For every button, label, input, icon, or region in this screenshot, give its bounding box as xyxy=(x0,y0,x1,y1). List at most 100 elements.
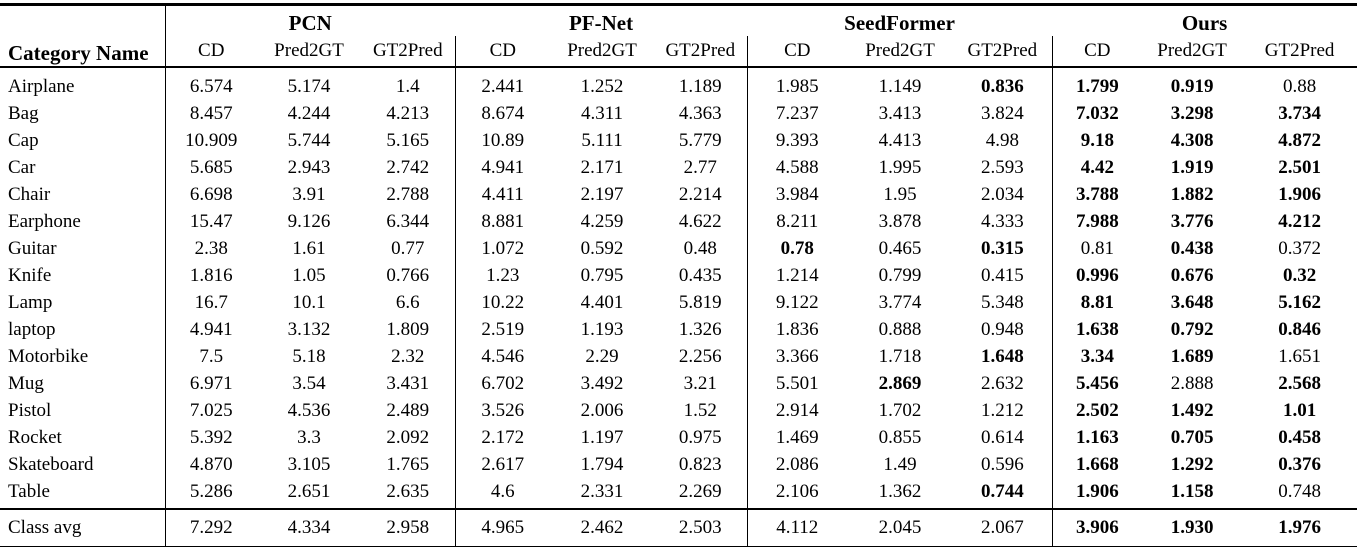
value-cell: 4.363 xyxy=(654,100,748,127)
subheader-cd: CD xyxy=(1052,36,1143,68)
results-table: Category Name PCN PF-Net SeedFormer Ours… xyxy=(0,3,1357,547)
value-cell: 0.795 xyxy=(580,265,624,286)
value-cell: 2.943 xyxy=(287,157,331,178)
value-cell: 2.593 xyxy=(953,154,1053,181)
value-cell: 3.21 xyxy=(654,370,748,397)
value-cell: 3.648 xyxy=(1170,292,1214,313)
value-cell: 2.197 xyxy=(580,184,624,205)
value-cell: 5.392 xyxy=(189,427,233,448)
value-cell: 2.742 xyxy=(361,154,456,181)
value-cell: 2.441 xyxy=(481,76,525,97)
value-cell: 7.988 xyxy=(1075,211,1119,232)
value-cell: 0.792 xyxy=(1170,319,1214,340)
group-header-seedformer: SeedFormer xyxy=(844,11,955,35)
value-cell: 16.7 xyxy=(194,292,228,313)
category-cell: Class avg xyxy=(0,509,166,547)
value-cell: 2.106 xyxy=(747,478,848,510)
value-cell: 2.38 xyxy=(194,238,228,259)
category-cell: Rocket xyxy=(0,424,166,451)
table-row: Pistol 7.025 4.536 2.489 3.526 2.006 1.52 2.914… xyxy=(0,397,1357,424)
value-cell: 4.411 xyxy=(481,184,524,205)
value-cell: 3.34 xyxy=(1080,346,1114,367)
value-cell: 3.492 xyxy=(580,373,624,394)
value-cell: 1.23 xyxy=(486,265,520,286)
table-row: Rocket 5.392 3.3 2.092 2.172 1.197 0.975 1.469 0… xyxy=(0,424,1357,451)
value-cell: 0.315 xyxy=(953,235,1053,262)
value-cell: 4.112 xyxy=(776,517,819,538)
value-cell: 2.462 xyxy=(580,517,624,538)
value-cell: 6.702 xyxy=(481,373,525,394)
value-cell: 4.311 xyxy=(581,103,624,124)
value-cell: 5.744 xyxy=(287,130,331,151)
value-cell: 1.765 xyxy=(361,451,456,478)
value-cell: 2.501 xyxy=(1278,157,1321,178)
value-cell: 5.685 xyxy=(189,157,233,178)
value-cell: 1.149 xyxy=(878,76,922,97)
value-cell: 0.81 xyxy=(1080,238,1114,259)
value-cell: 4.42 xyxy=(1080,157,1114,178)
value-cell: 6.971 xyxy=(189,373,233,394)
value-cell: 1.794 xyxy=(580,454,624,475)
value-cell: 1.668 xyxy=(1075,454,1119,475)
value-cell: 5.286 xyxy=(165,478,257,510)
value-cell: 0.766 xyxy=(361,262,456,289)
value-cell: 9.393 xyxy=(775,130,819,151)
value-cell: 2.214 xyxy=(654,181,748,208)
value-cell: 1.648 xyxy=(953,343,1053,370)
value-cell: 0.948 xyxy=(953,316,1053,343)
value-cell: 8.881 xyxy=(481,211,525,232)
value-cell: 1.072 xyxy=(481,238,525,259)
value-cell: 2.568 xyxy=(1278,373,1321,394)
value-cell: 7.025 xyxy=(189,400,233,421)
value-cell: 2.172 xyxy=(481,427,525,448)
category-cell: Cap xyxy=(0,127,166,154)
value-cell: 3.776 xyxy=(1170,211,1214,232)
category-cell: Table xyxy=(0,478,166,510)
value-cell: 1.985 xyxy=(775,76,819,97)
value-cell: 1.836 xyxy=(775,319,819,340)
class-avg-row: Class avg 7.292 4.334 2.958 4.965 2.462 2.503 4… xyxy=(0,509,1357,547)
value-cell: 4.334 xyxy=(287,517,331,538)
subheader-cd: CD xyxy=(747,36,848,68)
value-cell: 4.213 xyxy=(361,100,456,127)
value-cell: 10.909 xyxy=(185,130,238,151)
value-cell: 0.77 xyxy=(361,235,456,262)
value-cell: 1.193 xyxy=(580,319,624,340)
value-cell: 1.49 xyxy=(883,454,917,475)
value-cell: 2.32 xyxy=(361,343,456,370)
value-cell: 4.941 xyxy=(189,319,233,340)
value-cell: 1.702 xyxy=(878,400,922,421)
subheader-row: CD Pred2GT GT2Pred CD Pred2GT GT2Pred CD… xyxy=(0,36,1357,68)
subheader-cd: CD xyxy=(165,36,257,68)
value-cell: 4.941 xyxy=(481,157,525,178)
subheader-pred2gt: Pred2GT xyxy=(1142,36,1243,68)
group-header-ours: Ours xyxy=(1181,11,1228,35)
value-cell: 2.888 xyxy=(1170,373,1214,394)
table-row: Skateboard 4.870 3.105 1.765 2.617 1.794 0.823… xyxy=(0,451,1357,478)
value-cell: 0.438 xyxy=(1170,238,1214,259)
category-cell: Motorbike xyxy=(0,343,166,370)
value-cell: 1.906 xyxy=(1052,478,1143,510)
value-cell: 0.744 xyxy=(953,478,1053,510)
value-cell: 3.526 xyxy=(481,400,525,421)
value-cell: 1.214 xyxy=(775,265,819,286)
value-cell: 1.906 xyxy=(1278,184,1321,205)
value-cell: 5.111 xyxy=(581,130,623,151)
value-cell: 3.91 xyxy=(292,184,326,205)
value-cell: 9.18 xyxy=(1080,130,1114,151)
table-row: Cap 10.909 5.744 5.165 10.89 5.111 5.779 9.393 4… xyxy=(0,127,1357,154)
value-cell: 3.3 xyxy=(297,427,321,448)
value-cell: 1.4 xyxy=(361,67,456,100)
group-header-pcn: PCN xyxy=(288,11,332,35)
value-cell: 0.919 xyxy=(1170,76,1214,97)
value-cell: 4.6 xyxy=(455,478,551,510)
value-cell: 2.788 xyxy=(361,181,456,208)
category-cell: Chair xyxy=(0,181,166,208)
value-cell: 0.596 xyxy=(953,451,1053,478)
value-cell: 0.435 xyxy=(654,262,748,289)
value-cell: 4.622 xyxy=(654,208,748,235)
value-cell: 3.366 xyxy=(775,346,819,367)
value-cell: 1.05 xyxy=(292,265,326,286)
subheader-pred2gt: Pred2GT xyxy=(847,36,954,68)
value-cell: 5.162 xyxy=(1278,292,1321,313)
